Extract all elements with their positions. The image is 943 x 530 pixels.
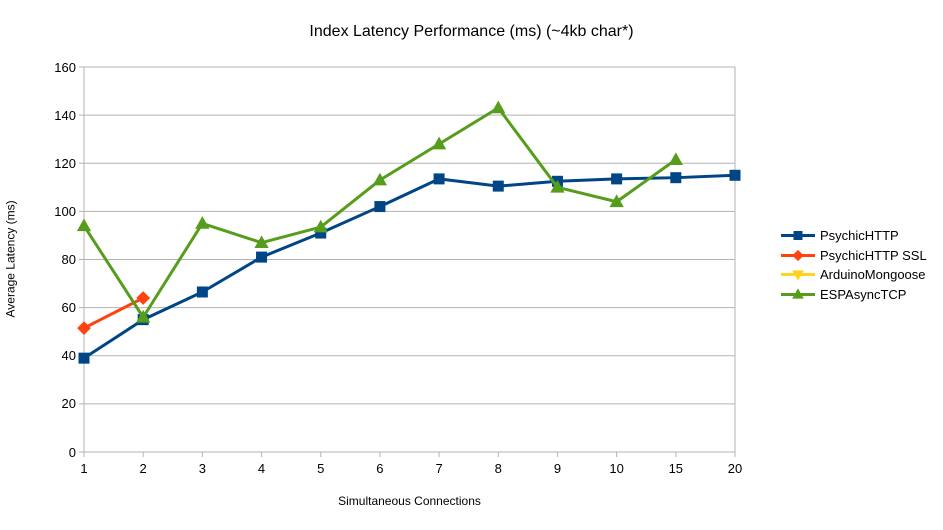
series-espasynctcp	[76, 100, 683, 323]
data-point-marker	[195, 216, 210, 229]
legend-item-espasynctcp: ESPAsyncTCP	[781, 285, 927, 305]
legend-marker	[792, 249, 804, 261]
data-point-marker	[668, 152, 683, 165]
data-point-marker	[374, 201, 386, 213]
legend-marker	[792, 270, 804, 281]
data-point-marker	[729, 169, 741, 181]
x-tick-label: 10	[609, 461, 624, 476]
x-tick-label: 8	[494, 461, 502, 476]
y-tick-label: 160	[54, 59, 76, 75]
data-point-marker	[313, 219, 328, 233]
legend-item-psychichttp-ssl: PsychicHTTP SSL	[781, 246, 927, 266]
data-point-marker	[77, 321, 91, 335]
x-tick-label: 1	[80, 461, 88, 476]
data-point-marker	[136, 291, 151, 305]
x-tick-label: 4	[257, 461, 266, 476]
legend-label: ArduinoMongoose	[820, 267, 926, 283]
y-tick-label: 40	[61, 348, 76, 364]
data-point-marker	[256, 251, 268, 263]
legend-item-psychichttp: PsychicHTTP	[781, 226, 927, 246]
data-point-marker	[609, 194, 624, 208]
series-line	[83, 173, 736, 360]
data-point-marker	[136, 309, 151, 323]
data-point-marker	[78, 352, 90, 364]
legend-swatch-icon	[781, 288, 815, 299]
x-tick-label: 2	[139, 461, 147, 476]
y-tick-label: 100	[54, 203, 76, 219]
x-axis-title: Simultaneous Connections	[338, 494, 481, 508]
data-point-marker	[492, 180, 504, 192]
data-point-marker	[372, 172, 388, 186]
x-tick-label: 3	[198, 461, 206, 476]
legend-swatch-icon	[781, 270, 815, 281]
legend-label: PsychicHTTP	[820, 228, 899, 244]
y-tick-label: 80	[61, 252, 76, 267]
series-line	[82, 106, 677, 319]
y-tick-label: 120	[54, 155, 76, 171]
data-point-marker	[670, 172, 682, 184]
data-point-marker	[550, 179, 565, 193]
legend-item-arduinomongoose: ArduinoMongoose	[781, 265, 927, 285]
data-point-marker	[491, 100, 506, 114]
x-tick-label: 6	[376, 461, 384, 476]
y-tick-label: 60	[61, 300, 76, 316]
x-tick-label: 5	[317, 461, 325, 476]
data-point-marker	[196, 286, 208, 298]
chart-title: Index Latency Performance (ms) (~4kb cha…	[309, 23, 634, 40]
legend: PsychicHTTP PsychicHTTP SSL ArduinoMongo…	[781, 226, 927, 304]
data-point-marker	[315, 227, 327, 239]
data-point-marker	[254, 235, 269, 248]
legend-marker	[792, 288, 804, 299]
x-tick-label: 7	[435, 461, 443, 476]
data-point-marker	[431, 136, 447, 150]
legend-swatch-icon	[781, 249, 815, 261]
legend-label: PsychicHTTP SSL	[820, 247, 927, 263]
data-point-marker	[76, 218, 92, 232]
data-point-marker	[611, 173, 623, 185]
y-tick-label: 0	[68, 444, 76, 460]
x-tick-label: 9	[553, 461, 562, 476]
legend-swatch-icon	[781, 231, 815, 241]
x-tick-label: 20	[727, 461, 743, 476]
series-psychichttp	[78, 169, 741, 364]
y-tick-label: 140	[54, 107, 76, 123]
x-tick-label: 15	[668, 461, 684, 476]
legend-marker	[793, 231, 803, 241]
data-point-marker	[433, 173, 445, 185]
y-tick-label: 20	[61, 396, 76, 412]
legend-label: ESPAsyncTCP	[820, 286, 907, 302]
